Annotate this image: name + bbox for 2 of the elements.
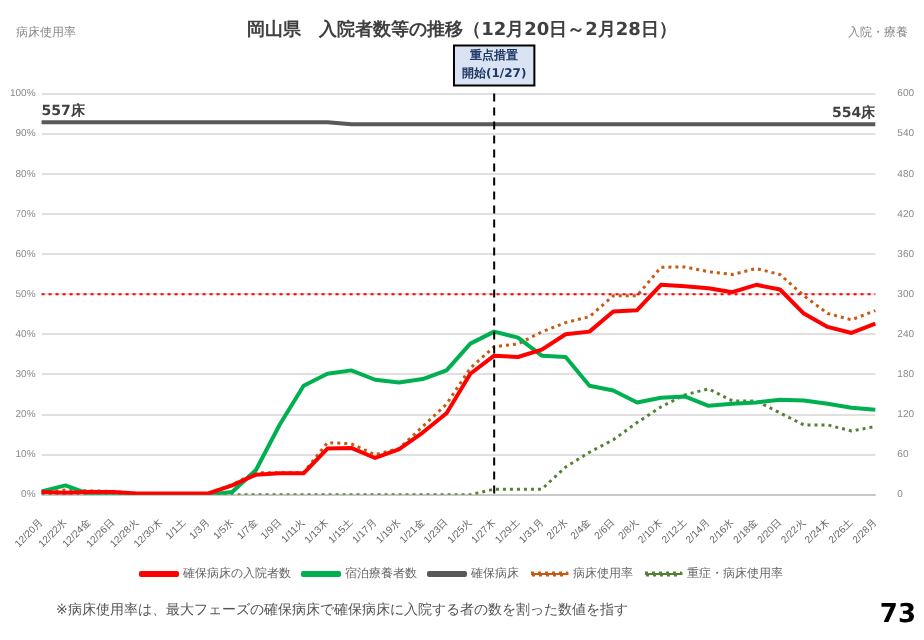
text: 73 [879,600,916,630]
chart-title: 岡山県 入院者数等の推移（12月20日～2月28日） [247,19,677,42]
